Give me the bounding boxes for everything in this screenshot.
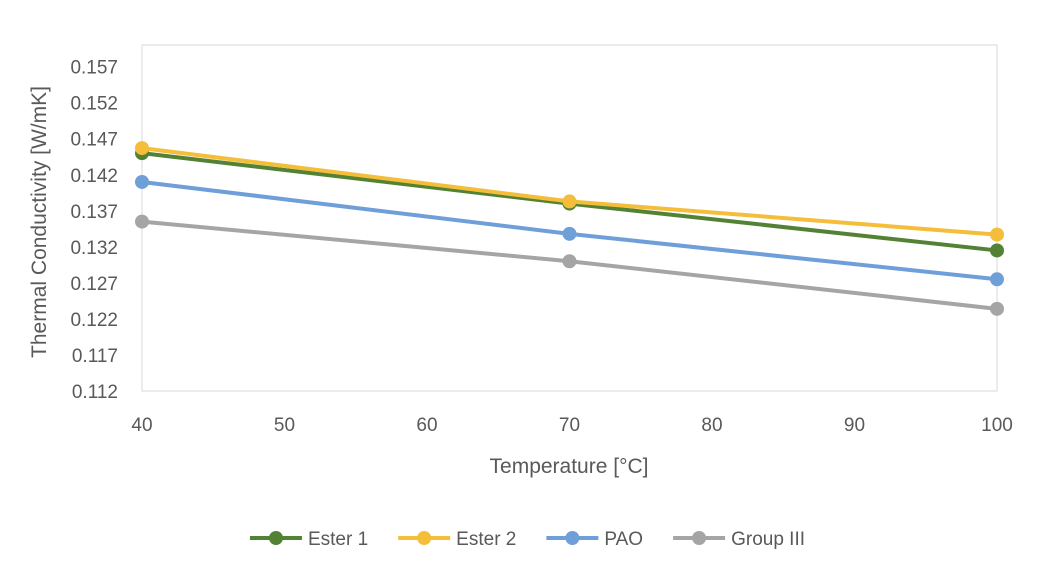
data-point — [990, 301, 1004, 316]
y-tick-label: 0.137 — [70, 202, 118, 223]
y-tick-label: 0.112 — [72, 382, 118, 403]
x-tick-label: 40 — [131, 415, 152, 436]
x-tick-label: 50 — [274, 415, 295, 436]
x-tick-label: 90 — [844, 415, 865, 436]
data-point — [990, 272, 1004, 287]
legend-swatch-marker — [417, 531, 432, 545]
legend-item: Ester 2 — [398, 529, 516, 550]
plot-area-border — [141, 44, 998, 392]
y-axis-ticks: 0.112 0.117 0.122 0.127 0.132 0.137 0.142 0.147… — [70, 58, 118, 403]
legend-swatch-marker — [692, 531, 707, 545]
data-point — [135, 214, 149, 229]
data-point — [562, 254, 577, 269]
x-tick-label: 100 — [981, 415, 1013, 436]
data-point — [990, 243, 1004, 258]
legend-item: Ester 1 — [249, 529, 368, 550]
legend-label: Ester 2 — [456, 529, 516, 550]
legend-swatch-marker — [565, 531, 580, 545]
legend-label: Group III — [731, 529, 805, 550]
y-tick-label: 0.157 — [70, 58, 118, 79]
legend-label: PAO — [604, 529, 643, 550]
y-tick-label: 0.132 — [70, 238, 118, 259]
legend: Ester 1 Ester 2 PAO Group III — [249, 529, 805, 550]
x-tick-label: 70 — [559, 415, 580, 436]
data-point — [135, 174, 149, 189]
legend-label: Ester 1 — [308, 529, 368, 550]
y-tick-label: 0.152 — [70, 94, 118, 115]
data-point — [562, 194, 577, 209]
legend-item: Group III — [673, 529, 805, 550]
series-ester-2 — [135, 141, 1004, 242]
data-point — [990, 227, 1004, 242]
y-axis-title: Thermal Conductivity [W/mK] — [28, 86, 51, 358]
data-point — [135, 141, 149, 156]
y-tick-label: 0.127 — [70, 274, 118, 295]
y-tick-label: 0.122 — [70, 310, 118, 331]
y-tick-label: 0.147 — [70, 130, 118, 151]
x-tick-label: 60 — [416, 415, 437, 436]
series-pao — [135, 174, 1004, 287]
data-point — [562, 226, 577, 241]
series-group-iii — [135, 214, 1004, 316]
x-axis-title: Temperature [°C] — [490, 455, 649, 478]
legend-swatch-marker — [268, 531, 283, 545]
x-tick-label: 80 — [701, 415, 722, 436]
series-layer — [135, 141, 1004, 316]
x-axis-ticks: 40 50 60 70 80 90 100 — [131, 415, 1012, 436]
legend-item: PAO — [546, 529, 643, 550]
y-tick-label: 0.117 — [72, 346, 118, 367]
y-tick-label: 0.142 — [70, 166, 118, 187]
